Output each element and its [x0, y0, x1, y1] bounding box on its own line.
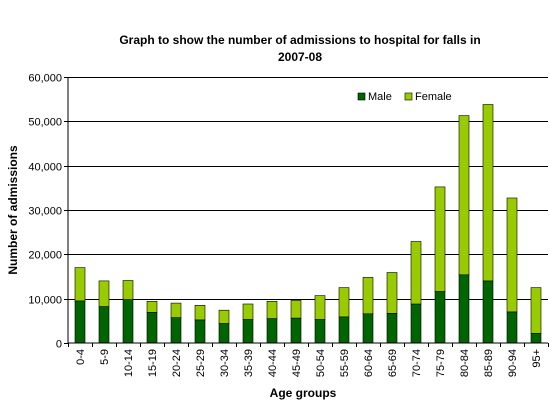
bar-male	[194, 319, 206, 344]
bar-male	[74, 300, 86, 344]
y-axis-title: Number of admissions	[6, 145, 20, 275]
bar-female	[410, 241, 422, 305]
x-tick-label: 40-44	[267, 349, 279, 377]
bar-male	[506, 311, 518, 344]
x-tick-label: 35-39	[243, 349, 255, 377]
bar-male	[362, 313, 374, 344]
bar-female	[506, 197, 518, 313]
x-tick-label: 20-24	[171, 349, 183, 377]
x-axis-ticks: 0-4 5-9 10-14 15-19 20-24 25-29 30-34 35-39 40-4…	[68, 343, 549, 377]
bars	[74, 104, 542, 344]
x-tick-label: 90-94	[507, 349, 519, 377]
legend-swatch-female	[404, 92, 413, 101]
bar-male	[266, 318, 278, 344]
legend-swatch-male	[357, 92, 366, 101]
y-tick-label: 30,000	[28, 206, 62, 218]
y-tick-label: 60,000	[28, 73, 62, 85]
bar-male	[338, 316, 350, 344]
chart-title-line1: Graph to show the number of admissions t…	[119, 33, 480, 47]
bar-female	[386, 272, 398, 314]
bar-female	[74, 267, 86, 302]
x-tick-label: 45-49	[291, 349, 303, 377]
y-tick-label: 10,000	[28, 295, 62, 307]
x-tick-label: 85-89	[483, 349, 495, 377]
x-tick-label: 55-59	[339, 349, 351, 377]
x-tick-label: 30-34	[219, 349, 231, 377]
bar-female	[482, 104, 494, 282]
bar-male	[386, 312, 398, 344]
legend-label-male: Male	[368, 91, 392, 103]
bar-male	[458, 274, 470, 344]
chart-title-line2: 2007-08	[278, 50, 322, 64]
bar-male	[530, 332, 542, 344]
y-axis-ticks: 0 10,000 20,000 30,000 40,000 50,000 60,000	[28, 73, 68, 351]
bar-female	[98, 280, 110, 307]
bar-male	[146, 312, 158, 344]
bar-male	[170, 317, 182, 344]
bar-female	[218, 309, 230, 324]
y-tick-label: 0	[56, 339, 62, 351]
bar-male	[410, 303, 422, 344]
bar-male	[242, 319, 254, 344]
x-tick-label: 95+	[531, 349, 543, 368]
x-tick-label: 10-14	[123, 349, 135, 377]
bar-male	[434, 291, 446, 344]
bar-female	[194, 304, 206, 321]
x-tick-label: 50-54	[315, 349, 327, 377]
bar-female	[338, 287, 350, 318]
y-tick-label: 20,000	[28, 250, 62, 262]
x-tick-label: 25-29	[195, 349, 207, 377]
x-tick-label: 75-79	[435, 349, 447, 377]
x-tick-label: 70-74	[411, 349, 423, 377]
x-tick-label: 15-19	[147, 349, 159, 377]
y-tick-label: 50,000	[28, 117, 62, 129]
legend-label-female: Female	[415, 91, 452, 103]
bar-female	[170, 302, 182, 319]
bar-female	[266, 300, 278, 319]
bar-female	[290, 300, 302, 319]
bar-male	[314, 319, 326, 344]
bar-female	[146, 300, 158, 313]
bar-female	[362, 277, 374, 315]
gridlines	[68, 77, 548, 300]
y-tick-label: 40,000	[28, 162, 62, 174]
x-tick-label: 5-9	[99, 349, 111, 365]
x-axis-title: Age groups	[270, 386, 337, 400]
bar-female	[530, 287, 542, 334]
bar-female	[434, 186, 446, 292]
x-tick-label: 0-4	[75, 349, 87, 365]
bar-female	[314, 295, 326, 320]
bar-male	[218, 323, 230, 344]
x-tick-label: 80-84	[459, 349, 471, 377]
bar-male	[482, 280, 494, 344]
bar-male	[122, 299, 134, 344]
bar-male	[290, 317, 302, 344]
bar-female	[458, 115, 470, 276]
legend: Male Female	[357, 91, 452, 103]
bar-female	[122, 280, 134, 300]
x-tick-label: 60-64	[363, 349, 375, 377]
x-tick-label: 65-69	[387, 349, 399, 377]
bar-female	[242, 303, 254, 320]
bar-male	[98, 306, 110, 344]
